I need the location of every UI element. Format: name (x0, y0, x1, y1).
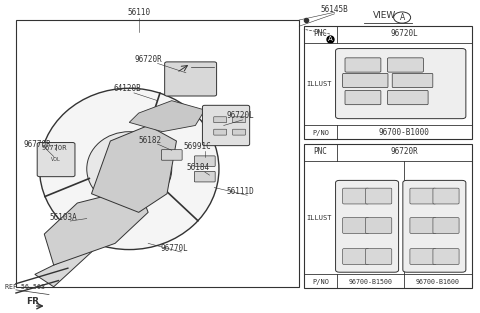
Text: A: A (399, 13, 405, 22)
Text: 96770R: 96770R (24, 140, 51, 149)
Text: 96700-B1000: 96700-B1000 (379, 128, 430, 137)
FancyBboxPatch shape (433, 249, 459, 264)
Text: PNC: PNC (313, 147, 327, 156)
Polygon shape (35, 244, 101, 287)
FancyBboxPatch shape (194, 156, 215, 167)
FancyBboxPatch shape (410, 188, 436, 204)
FancyBboxPatch shape (410, 249, 436, 264)
Bar (304, 26, 471, 139)
Text: 64120B: 64120B (113, 84, 141, 93)
FancyBboxPatch shape (343, 188, 369, 204)
FancyBboxPatch shape (366, 188, 392, 204)
Text: FR: FR (26, 297, 39, 306)
FancyBboxPatch shape (345, 90, 381, 105)
FancyBboxPatch shape (194, 172, 215, 182)
Text: REF 56-563: REF 56-563 (5, 284, 46, 290)
FancyBboxPatch shape (387, 58, 423, 72)
FancyBboxPatch shape (336, 49, 466, 119)
Text: ILLUST: ILLUST (307, 215, 332, 221)
Text: 56145B: 56145B (321, 5, 348, 14)
Text: PNC: PNC (313, 29, 327, 38)
FancyBboxPatch shape (343, 249, 369, 264)
FancyBboxPatch shape (343, 73, 388, 88)
Text: P/NO: P/NO (312, 130, 329, 136)
FancyBboxPatch shape (161, 150, 182, 160)
FancyBboxPatch shape (403, 180, 466, 272)
Text: 96700-B1600: 96700-B1600 (416, 279, 460, 285)
FancyBboxPatch shape (345, 58, 381, 72)
Text: 56182: 56182 (139, 136, 162, 145)
Text: 56111D: 56111D (227, 187, 254, 196)
Text: VIEW: VIEW (372, 12, 396, 20)
Text: 56991C: 56991C (184, 142, 212, 151)
Text: VOL: VOL (51, 157, 61, 162)
FancyBboxPatch shape (387, 90, 428, 105)
FancyBboxPatch shape (203, 105, 250, 146)
Text: 56103A: 56103A (49, 213, 77, 222)
FancyBboxPatch shape (37, 142, 75, 177)
FancyBboxPatch shape (392, 73, 433, 88)
Text: 96720R: 96720R (390, 147, 418, 156)
Polygon shape (129, 101, 205, 132)
FancyBboxPatch shape (165, 62, 216, 96)
Text: 96770R: 96770R (42, 145, 68, 151)
Text: ILLUST: ILLUST (307, 81, 332, 87)
Text: P/NO: P/NO (312, 279, 329, 285)
Polygon shape (92, 126, 177, 212)
Ellipse shape (39, 88, 219, 249)
Bar (304, 144, 471, 288)
Text: 56110: 56110 (127, 8, 150, 17)
FancyBboxPatch shape (233, 129, 245, 135)
Bar (16, 20, 299, 287)
Text: 56184: 56184 (186, 163, 209, 172)
FancyBboxPatch shape (336, 180, 398, 272)
Text: 96700-B1500: 96700-B1500 (348, 279, 393, 285)
Polygon shape (44, 187, 148, 265)
Text: 96720L: 96720L (227, 111, 254, 120)
Text: A: A (327, 36, 332, 42)
FancyBboxPatch shape (233, 117, 245, 123)
FancyBboxPatch shape (214, 129, 227, 135)
FancyBboxPatch shape (433, 188, 459, 204)
FancyBboxPatch shape (214, 117, 227, 123)
FancyBboxPatch shape (366, 249, 392, 264)
Ellipse shape (87, 132, 172, 206)
FancyBboxPatch shape (366, 218, 392, 233)
Text: 96720R: 96720R (134, 55, 162, 64)
FancyBboxPatch shape (343, 218, 369, 233)
FancyBboxPatch shape (433, 218, 459, 233)
FancyBboxPatch shape (410, 218, 436, 233)
Text: 96720L: 96720L (390, 29, 418, 38)
Text: 96770L: 96770L (160, 244, 188, 253)
